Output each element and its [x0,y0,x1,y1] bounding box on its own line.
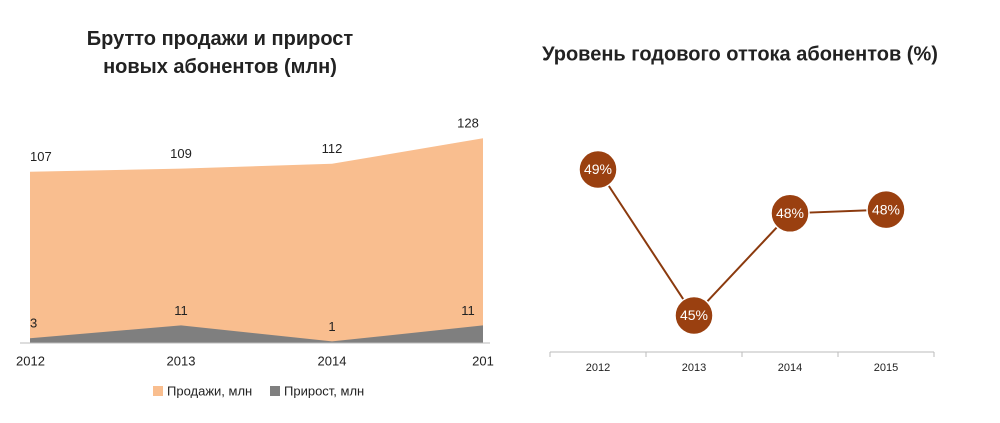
line [597,168,887,318]
value-label: 48% [872,201,900,217]
x-tick-label: 2014 [778,362,802,374]
value-label: 11 [174,303,188,318]
x-tick-label: 2012 [586,362,610,374]
marker [674,295,714,336]
chart-title: Брутто продажи и прирост новых абонентов … [87,28,354,78]
value-label: 48% [776,205,804,221]
value-label: 109 [170,146,192,161]
chart-title: Уровень годового оттока абонентов (%) [542,43,938,65]
area [30,325,483,343]
x-tick-label: 2014 [318,353,347,368]
x-tick-label: 2015 [874,362,898,374]
x-tick-label: 2012 [16,353,45,368]
value-label: 112 [322,141,343,156]
value-label: 45% [680,307,708,323]
x-tick-label: 201 [472,353,494,368]
legend-swatch [270,386,280,396]
value-label: 1 [328,319,335,334]
x-tick-label: 2013 [682,362,706,374]
marker [770,193,810,234]
value-label: 3 [30,316,37,331]
legend-label: Продажи, млн [167,383,252,398]
legend-label: Прирост, млн [284,383,364,398]
value-label: 11 [461,303,475,318]
value-label: 49% [584,161,612,177]
marker [578,149,618,190]
x-tick-label: 2013 [167,353,196,368]
legend-swatch [153,386,163,396]
marker [866,189,906,230]
value-label: 107 [30,149,52,164]
value-label: 128 [457,116,479,131]
area [30,138,483,343]
